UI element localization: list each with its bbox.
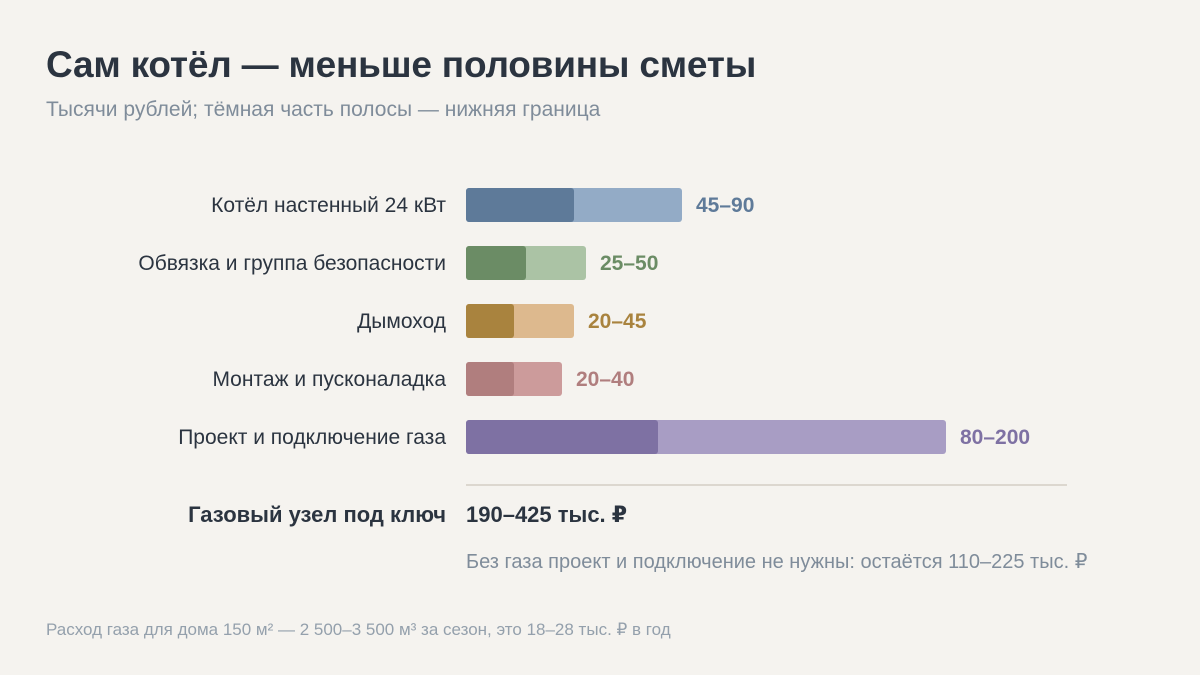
total-value: 190–425 тыс. ₽ [466,502,628,527]
category-label: Монтаж и пусконаладка [212,368,446,391]
category-label: Дымоход [357,310,446,333]
chart-subtitle: Тысячи рублей; тёмная часть полосы — ниж… [46,98,601,121]
range-bar-lower [466,362,514,396]
range-bar-lower [466,188,574,222]
footnote: Расход газа для дома 150 м² — 2 500–3 50… [46,620,671,639]
total-label: Газовый узел под ключ [188,502,446,527]
value-label: 25–50 [600,252,658,275]
value-label: 45–90 [696,194,754,217]
category-label: Обвязка и группа безопасности [138,252,446,275]
range-bar-lower [466,420,658,454]
category-label: Проект и подключение газа [178,426,446,449]
total-note: Без газа проект и подключение не нужны: … [466,551,1088,573]
chart-title: Сам котёл — меньше половины сметы [46,44,757,85]
range-bar-chart: Котёл настенный 24 кВт 45–90 Обвязка и гру… [138,188,1030,454]
value-label: 80–200 [960,426,1030,449]
category-label: Котёл настенный 24 кВт [211,194,446,217]
value-label: 20–45 [588,310,647,333]
total-divider [466,484,1067,486]
value-label: 20–40 [576,368,634,391]
range-bar-lower [466,304,514,338]
range-bar-lower [466,246,526,280]
